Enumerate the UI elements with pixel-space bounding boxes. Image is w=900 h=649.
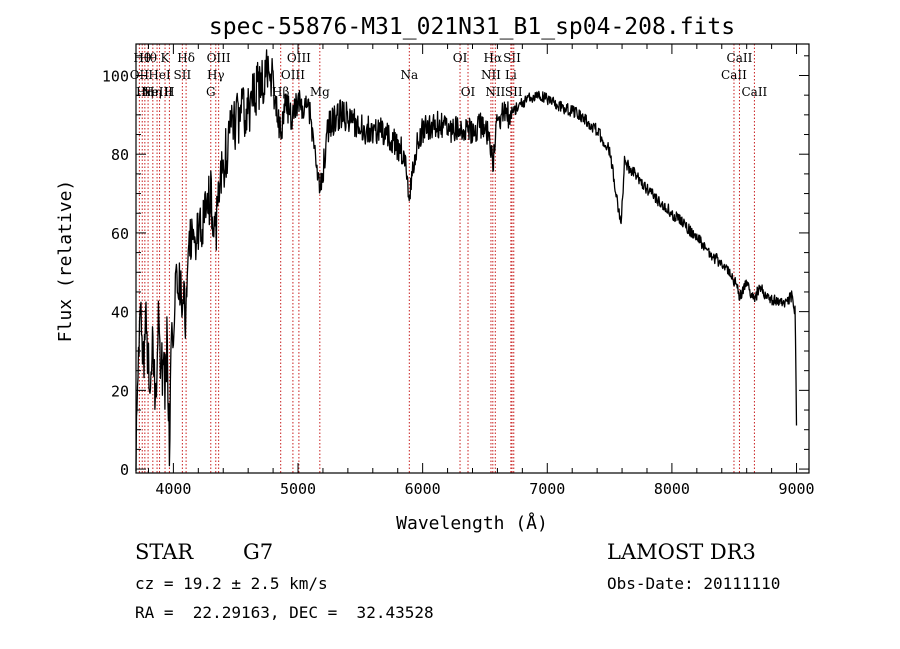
object-subclass: G7 [243, 540, 274, 564]
x-tick-label: 6000 [405, 480, 441, 498]
line-marker-label: G [206, 85, 216, 99]
line-marker-label: Hθ [133, 51, 151, 65]
y-tick-label: 0 [120, 461, 129, 479]
line-marker-label: HeI [148, 68, 171, 82]
x-tick-label: 9000 [778, 480, 814, 498]
x-tick-label: 4000 [155, 480, 191, 498]
y-tick-label: 60 [111, 225, 129, 243]
line-marker-label: NeIII [141, 85, 173, 99]
line-marker-label: NII [481, 68, 501, 82]
survey-name: LAMOST DR3 [607, 540, 756, 564]
x-tick-label: 8000 [654, 480, 690, 498]
plot-frame [135, 43, 810, 474]
line-marker-label: Hα [484, 51, 503, 65]
line-marker-label: K [161, 51, 171, 65]
axis-ticks: 4000 5000 6000 7000 8000 9000 0 20 40 60 80 100 [102, 44, 815, 498]
line-marker-label: Hη [144, 85, 162, 99]
x-tick-label: 7000 [529, 480, 565, 498]
y-axis-label: Flux (relative) [55, 180, 76, 343]
coordinates: RA = 22.29163, DEC = 32.43528 [135, 603, 434, 622]
line-marker-label: OI [453, 51, 468, 65]
line-marker-label: SII [174, 68, 192, 82]
y-tick-label: 40 [111, 304, 129, 322]
line-marker-label: OIII [207, 51, 231, 65]
line-marker-label: Na [400, 68, 418, 82]
spectrum-line [135, 49, 798, 472]
redshift-value: cz = 19.2 ± 2.5 km/s [135, 574, 328, 593]
line-marker-label: CaII [727, 51, 753, 65]
x-tick-label: 5000 [280, 480, 316, 498]
line-marker-label: Hθ [139, 51, 157, 65]
line-marker-label: Hδ [177, 51, 195, 65]
object-type: STAR [135, 540, 194, 564]
observation-date: Obs-Date: 20111110 [607, 574, 781, 593]
line-marker-label: H [164, 85, 174, 99]
emission-line-markers: OIIHθHηHθHηNeIIIHeIKHSIIHδGHγOIIIHβOIIIO… [130, 44, 768, 473]
line-marker-label: Hγ [207, 68, 225, 82]
line-marker-label: Mg [310, 85, 330, 99]
y-tick-label: 20 [111, 382, 129, 400]
line-marker-label: SII [505, 85, 523, 99]
line-marker-label: NII [485, 85, 505, 99]
y-tick-label: 80 [111, 146, 129, 164]
line-marker-label: OIII [287, 51, 311, 65]
line-marker-label: CaII [721, 68, 747, 82]
chart-title: spec-55876-M31_021N31_B1_sp04-208.fits [209, 14, 735, 40]
spectrum-line-group [135, 49, 798, 472]
line-marker-label: OI [461, 85, 476, 99]
line-marker-label: Li [505, 68, 517, 82]
line-marker-label: CaII [741, 85, 767, 99]
line-marker-label: SII [503, 51, 521, 65]
y-tick-label: 100 [102, 67, 129, 85]
line-marker-label: OIII [281, 68, 305, 82]
x-axis-label: Wavelength (Å) [396, 512, 548, 534]
